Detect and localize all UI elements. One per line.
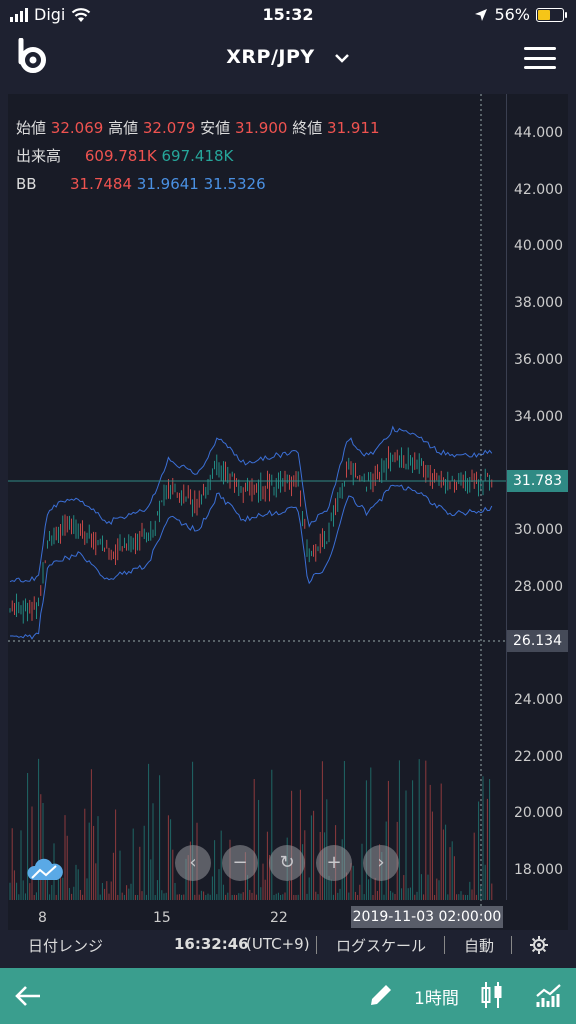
- chart-area[interactable]: [8, 94, 568, 930]
- wifi-icon: [72, 7, 91, 22]
- price-tick: 22.000: [514, 748, 563, 765]
- bottom-bar: 1時間: [0, 968, 576, 1024]
- chart-toolbar: 日付レンジ 16:32:46 (UTC+9) ログスケール 自動: [0, 930, 576, 960]
- pencil-icon[interactable]: [368, 982, 394, 1008]
- chevron-down-icon: [334, 54, 349, 63]
- app-header: XRP/JPY: [0, 30, 576, 84]
- gear-icon[interactable]: [530, 936, 548, 954]
- reset-button[interactable]: ↻: [269, 845, 305, 881]
- timezone[interactable]: (UTC+9): [246, 935, 310, 953]
- zoom-out-button[interactable]: −: [222, 845, 258, 881]
- divider: [444, 936, 445, 954]
- divider: [511, 936, 512, 954]
- menu-icon[interactable]: [524, 47, 556, 69]
- date-range-button[interactable]: 日付レンジ: [28, 937, 104, 955]
- price-axis[interactable]: [506, 94, 569, 900]
- battery-icon: [536, 7, 567, 22]
- close-label: 終値: [292, 119, 323, 137]
- scroll-right-button[interactable]: ›: [363, 845, 399, 881]
- price-tick: 38.000: [514, 295, 563, 312]
- pair-label: XRP/JPY: [226, 46, 315, 68]
- crosshair-date-tag: 2019-11-03 02:00:00: [351, 906, 503, 928]
- price-tick: 42.000: [514, 181, 563, 198]
- price-tick: 44.000: [514, 125, 563, 141]
- status-time: 15:32: [262, 5, 314, 24]
- price-tick: 20.000: [514, 805, 563, 822]
- volume-label: 出来高: [16, 147, 62, 165]
- high-label: 高値: [108, 119, 139, 137]
- location-icon: [475, 8, 488, 21]
- high-value: 32.079: [142, 119, 196, 137]
- auto-button[interactable]: 自動: [464, 937, 495, 955]
- price-tick: 24.000: [514, 692, 563, 708]
- carrier: Digi: [34, 5, 66, 24]
- x-tick: 8: [38, 910, 47, 926]
- bb-lower: 31.5326: [203, 175, 266, 193]
- pair-selector[interactable]: XRP/JPY: [0, 46, 576, 68]
- price-tick: 28.000: [514, 578, 563, 595]
- interval-selector[interactable]: 1時間: [414, 989, 459, 1009]
- price-tick: 18.000: [514, 862, 563, 879]
- price-tick: 30.000: [514, 521, 563, 538]
- bb-middle: 31.9641: [136, 175, 199, 193]
- last-price-tag: 31.783: [507, 470, 568, 492]
- x-tick: 22: [270, 910, 288, 926]
- price-tick: 40.000: [514, 238, 563, 255]
- divider: [316, 936, 317, 954]
- bb-upper: 31.7484: [69, 175, 133, 193]
- bb-label: BB: [16, 175, 37, 193]
- cloud-icon[interactable]: [26, 858, 64, 882]
- zoom-in-button[interactable]: +: [316, 845, 352, 881]
- open-value: 32.069: [50, 119, 104, 137]
- price-tick: 34.000: [514, 408, 563, 425]
- scroll-left-button[interactable]: ‹: [175, 845, 211, 881]
- battery-percent: 56%: [494, 5, 530, 24]
- back-arrow-icon[interactable]: [14, 984, 42, 1008]
- x-tick: 15: [153, 910, 171, 926]
- volume-buy: 697.418K: [161, 147, 234, 165]
- clock: 16:32:46: [174, 935, 249, 953]
- bitbank-logo-icon[interactable]: [14, 38, 50, 74]
- open-label: 始値: [16, 119, 47, 137]
- bollinger-band-upper: [9, 425, 493, 583]
- indicator-icon[interactable]: [535, 982, 563, 1008]
- log-scale-button[interactable]: ログスケール: [336, 937, 427, 955]
- close-value: 31.911: [327, 119, 380, 137]
- low-label: 安値: [200, 119, 231, 137]
- signal-icon: [10, 7, 28, 22]
- status-bar: Digi 15:32 56%: [0, 0, 576, 30]
- crosshair-price-tag: 26.134: [507, 630, 568, 652]
- ohlc-legend: 始値 32.069 高値 32.079 安値 31.900 終値 31.911 …: [16, 114, 380, 198]
- candlestick-icon[interactable]: [480, 980, 504, 1010]
- price-tick: 36.000: [514, 351, 563, 368]
- candlestick-chart[interactable]: [8, 94, 506, 930]
- bollinger-band-lower: [9, 484, 493, 640]
- volume-sell: 609.781K: [84, 147, 157, 165]
- low-value: 31.900: [234, 119, 288, 137]
